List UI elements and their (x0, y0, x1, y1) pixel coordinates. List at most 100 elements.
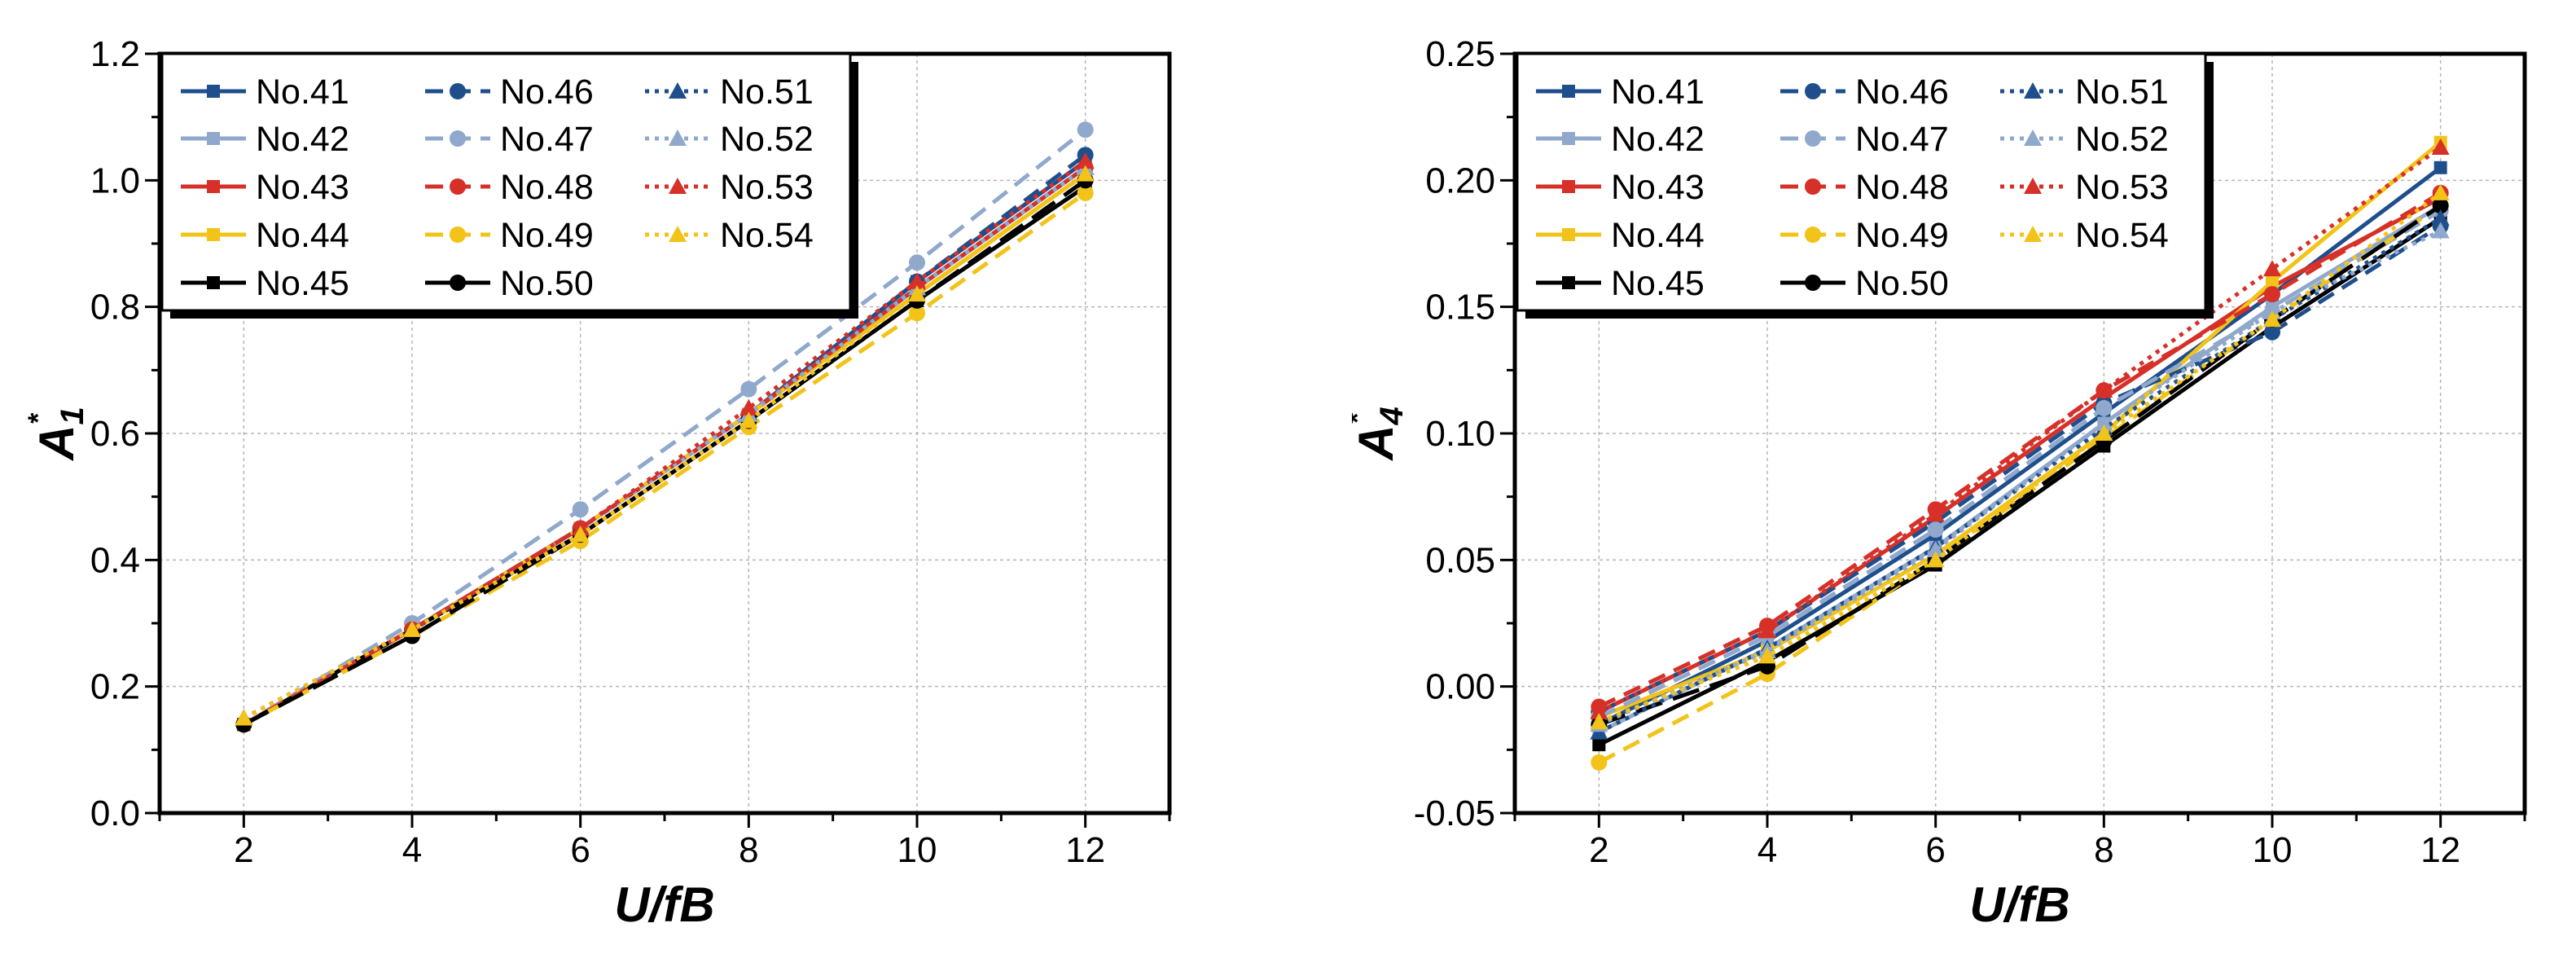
legend-item: No.44 (1536, 216, 1705, 255)
data-point (1926, 551, 1945, 568)
legend-item: No.48 (1780, 168, 1949, 207)
axes: 2 4 6 8 10 12 -0.05 0.00 0.05 0.10 0.15 0.20 0.25 (1414, 34, 2527, 870)
legend-swatch-marker (450, 226, 466, 243)
legend-item: No.49 (1780, 216, 1949, 255)
legend-swatch-marker (450, 275, 466, 291)
legend-label: No.45 (256, 264, 349, 303)
legend-swatch-marker (1805, 178, 1821, 195)
y-tick-label: 1.0 (90, 160, 140, 200)
legend-swatch-marker (450, 83, 466, 99)
data-point (2431, 222, 2450, 239)
legend-label: No.49 (500, 216, 594, 255)
y-axis-title: A4* (1352, 407, 1410, 462)
legend-label: No.43 (256, 168, 349, 207)
x-axis-title: U/fB (1969, 877, 2069, 932)
legend-label: No.42 (256, 120, 349, 159)
legend-item: No.54 (2000, 216, 2169, 255)
legend-item: No.46 (425, 73, 594, 112)
legend-swatch-marker (669, 178, 687, 194)
data-point (2431, 209, 2450, 226)
series-no54 (1590, 183, 2450, 730)
legend: No.41 No.42 No.43 No.44 No.45 No.46 No.47 No.48… (1516, 52, 2214, 319)
legend-label: No.46 (500, 73, 594, 112)
legend-label: No.47 (500, 120, 594, 159)
data-point (1076, 152, 1095, 169)
y-axis-title-superscript: * (23, 412, 54, 424)
data-point (2095, 399, 2113, 416)
data-point (2264, 323, 2280, 341)
legend-swatch-marker (1562, 85, 1575, 98)
x-tick-label: 12 (1065, 830, 1105, 870)
legend-label: No.41 (1611, 73, 1705, 112)
legend-swatch-marker (450, 130, 466, 147)
data-point (1076, 165, 1095, 182)
legend-label: No.53 (2075, 168, 2169, 207)
data-point (1927, 521, 1944, 539)
series-line (1598, 209, 2442, 719)
legend-label: No.52 (720, 120, 814, 159)
legend-swatch-marker (1805, 83, 1821, 99)
data-point (2264, 286, 2280, 303)
legend-item: No.53 (645, 168, 814, 207)
legend-swatch-marker (1805, 226, 1821, 243)
y-axis-title-main: A (29, 424, 84, 461)
x-tick-label: 6 (1925, 830, 1945, 870)
legend-item: No.50 (425, 264, 594, 303)
x-tick-label: 12 (2420, 830, 2460, 870)
legend-swatch-marker (207, 228, 220, 241)
data-point (2431, 183, 2450, 200)
x-tick-label: 2 (1589, 830, 1608, 870)
legend-swatch-marker (2024, 82, 2042, 99)
data-point (2432, 197, 2449, 214)
legend: No.41 No.42 No.43 No.44 No.45 No.46 No.47 No.48… (160, 52, 858, 319)
data-point (1926, 505, 1945, 522)
data-point (739, 411, 758, 429)
data-point (2263, 310, 2281, 328)
data-point (403, 620, 421, 637)
x-axis-title: U/fB (614, 877, 714, 932)
legend-label: No.48 (500, 168, 594, 207)
x-tick-label: 10 (2253, 830, 2293, 870)
series-line (1598, 224, 2442, 714)
legend-swatch-marker (1562, 276, 1575, 289)
legend-swatch-marker (1805, 130, 1821, 147)
x-tick-label: 8 (739, 830, 758, 870)
data-point (235, 709, 253, 726)
legend-item: No.50 (1780, 264, 1949, 303)
legend-item: No.41 (1536, 73, 1705, 112)
legend-label: No.44 (1611, 216, 1705, 255)
y-tick-label: 0.05 (1425, 540, 1495, 580)
y-tick-label: 0.25 (1425, 34, 1495, 74)
y-tick-label: -0.05 (1414, 794, 1495, 833)
legend-swatch-marker (2024, 130, 2042, 146)
legend-swatch-marker (2024, 226, 2042, 242)
chart-left: 2 4 6 8 10 12 0.0 0.2 0.4 0.6 0.8 1.0 1.2 U/fB A1* No.4… (23, 34, 1172, 932)
axes: 2 4 6 8 10 12 0.0 0.2 0.4 0.6 0.8 1.0 1.2 (90, 34, 1172, 870)
data-point (2095, 381, 2113, 398)
y-tick-label: 0.15 (1425, 288, 1495, 328)
legend-label: No.42 (1611, 120, 1705, 159)
data-point (909, 254, 925, 271)
data-point (2095, 424, 2113, 441)
data-point (1077, 184, 1094, 201)
legend-swatch-marker (207, 276, 220, 289)
y-tick-label: 0.10 (1425, 414, 1495, 454)
series-no54 (235, 165, 1095, 726)
legend-item: No.43 (181, 168, 349, 207)
chart-right: 2 4 6 8 10 12 -0.05 0.00 0.05 0.10 0.15 0.20 0.25 U/f… (1352, 34, 2527, 932)
legend-label: No.54 (720, 216, 814, 255)
data-point (1592, 738, 1606, 752)
legend-item: No.52 (645, 120, 814, 159)
legend-label: No.47 (1855, 120, 1949, 159)
legend-item: No.45 (1536, 264, 1705, 303)
x-tick-label: 8 (2094, 830, 2113, 870)
legend-item: No.41 (181, 73, 349, 112)
legend-item: No.54 (645, 216, 814, 255)
data-point (739, 398, 758, 415)
y-axis-title: A1* (23, 407, 90, 462)
legend-label: No.53 (720, 168, 814, 207)
legend-item: No.51 (645, 73, 814, 112)
data-point (908, 285, 926, 302)
legend-swatch-marker (207, 132, 220, 145)
data-point (909, 305, 925, 322)
